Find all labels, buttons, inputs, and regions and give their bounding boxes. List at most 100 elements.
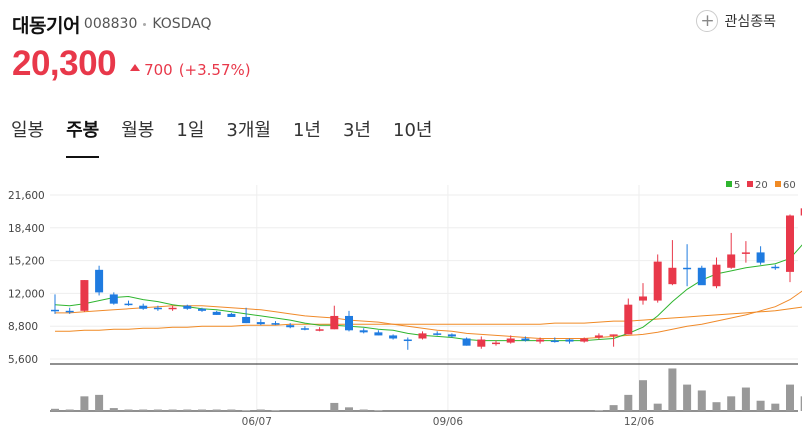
x-tick-label: 12/06 — [624, 416, 655, 428]
separator-dot — [143, 22, 147, 26]
volume-bar — [727, 396, 736, 411]
price-change: 700 — [144, 61, 173, 79]
candle-body — [183, 305, 192, 309]
candle-body — [418, 333, 427, 339]
volume-bar — [51, 408, 59, 411]
candle-body — [330, 315, 339, 330]
candle-body — [374, 332, 383, 336]
volume-bar — [786, 384, 794, 411]
candle-body — [639, 296, 647, 301]
volume-bar — [771, 403, 780, 411]
volume-bar — [95, 394, 104, 411]
candle-body — [492, 342, 500, 345]
candle-body — [477, 339, 486, 347]
add-watchlist-button[interactable]: + 관심종목 — [696, 10, 776, 32]
volume-bar — [330, 402, 339, 411]
candle-body — [756, 252, 765, 263]
volume-bar — [271, 410, 280, 411]
volume-bar — [227, 409, 236, 411]
volume-bar — [653, 403, 662, 411]
candle-body — [683, 267, 692, 270]
tab-5[interactable]: 1년 — [292, 120, 321, 141]
volume-bar — [712, 402, 721, 411]
tab-4[interactable]: 3개월 — [226, 120, 271, 141]
tab-0[interactable]: 일봉 — [11, 120, 45, 141]
candle-body — [771, 266, 780, 269]
volume-bar — [256, 409, 265, 411]
candle-body — [565, 339, 574, 342]
ma60-line — [55, 306, 802, 332]
y-tick-label: 5,600 — [8, 354, 38, 366]
candle-body — [389, 335, 398, 339]
current-price: 20,300 — [12, 44, 117, 83]
candle-body — [521, 338, 530, 341]
candle-body — [536, 339, 545, 342]
candle-body — [212, 311, 221, 315]
x-tick-label: 06/07 — [242, 416, 272, 428]
y-tick-label: 12,000 — [8, 288, 45, 300]
candle-body — [727, 254, 736, 268]
candle-body — [624, 304, 633, 335]
period-tabs: 일봉 주봉 월봉 1일 3개월 1년 3년 10년 — [0, 110, 802, 158]
stock-name: 대동기어 — [12, 14, 80, 37]
volume-bar — [359, 409, 368, 411]
candle-body — [109, 294, 118, 304]
candle-body — [198, 308, 206, 311]
legend-label: 5 — [734, 180, 740, 191]
candle-body — [580, 338, 589, 342]
tab-7[interactable]: 10년 — [393, 120, 433, 141]
y-tick-label: 18,400 — [8, 223, 45, 235]
candle-body — [242, 316, 251, 324]
plus-icon: + — [696, 10, 719, 32]
volume-bar — [697, 390, 706, 411]
price-change-percent: (+3.57%) — [178, 61, 251, 79]
legend-label: 60 — [783, 180, 796, 191]
volume-bar — [80, 396, 89, 411]
y-tick-label: 15,200 — [8, 256, 45, 268]
legend-swatch — [747, 181, 753, 187]
volume-bar — [741, 387, 750, 411]
ma20-line — [55, 290, 802, 339]
candle-body — [168, 307, 177, 310]
volume-bar — [242, 410, 251, 411]
volume-bar — [639, 380, 647, 411]
volume-bar — [800, 396, 802, 411]
stock-code: 008830 — [83, 16, 138, 32]
tab-1[interactable]: 주봉 — [55, 110, 110, 158]
candle-body — [594, 335, 603, 338]
tab-3[interactable]: 1일 — [176, 120, 205, 141]
y-tick-label: 21,600 — [8, 190, 45, 202]
volume-bar — [168, 409, 177, 411]
tab-6[interactable]: 3년 — [342, 120, 371, 141]
volume-bar — [624, 394, 633, 411]
volume-bar — [153, 409, 162, 411]
chart-svg: 21,600 18,400 15,200 12,000 8,800 5,600 06/07 0… — [8, 180, 802, 428]
x-tick-label: 09/06 — [433, 416, 464, 428]
candle-body — [124, 303, 133, 306]
candle-body — [153, 307, 162, 310]
candle-body — [139, 305, 148, 309]
candle-body — [286, 325, 295, 328]
quote-row: 20,300 700 (+3.57%) — [12, 44, 251, 84]
market-label: KOSDAQ — [152, 16, 212, 32]
candle-body — [403, 339, 412, 342]
candle-body — [653, 261, 662, 301]
candle-body — [712, 264, 721, 287]
volume-bar — [212, 409, 221, 411]
volume-bar — [594, 410, 603, 411]
price-chart[interactable]: 21,600 18,400 15,200 12,000 8,800 5,600 06/07 0… — [0, 175, 802, 437]
tab-2[interactable]: 월봉 — [121, 120, 155, 141]
legend-swatch — [726, 181, 732, 187]
candle-body — [786, 215, 794, 272]
candle-body — [300, 328, 309, 330]
volume-bar — [124, 409, 133, 411]
ma5-line — [54, 244, 802, 342]
candle-body — [697, 267, 706, 286]
candle-body — [51, 309, 59, 312]
candle-body — [315, 329, 324, 331]
volume-bar — [183, 409, 192, 411]
candle-body — [345, 315, 353, 331]
volume-bar — [756, 400, 765, 411]
y-tick-label: 8,800 — [8, 321, 38, 333]
candle-body — [65, 310, 74, 313]
